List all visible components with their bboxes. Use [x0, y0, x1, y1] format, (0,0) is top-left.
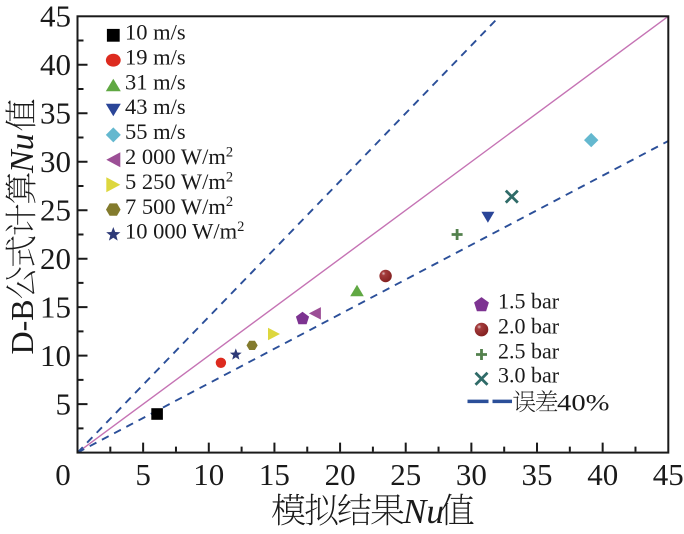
svg-text:2.5 bar: 2.5 bar [498, 338, 560, 363]
svg-text:45: 45 [653, 457, 684, 492]
svg-text:2 000 W/m2: 2 000 W/m2 [125, 144, 233, 169]
svg-text:10: 10 [40, 338, 71, 373]
svg-text:20: 20 [325, 457, 356, 492]
svg-text:40: 40 [40, 47, 71, 82]
svg-text:19 m/s: 19 m/s [125, 44, 186, 69]
svg-text:5 250 W/m2: 5 250 W/m2 [125, 169, 233, 194]
svg-text:25: 25 [40, 193, 71, 228]
svg-text:Nu: Nu [4, 133, 41, 174]
svg-text:5: 5 [56, 386, 72, 421]
svg-text:35: 35 [40, 96, 71, 131]
svg-text:10 m/s: 10 m/s [125, 20, 186, 45]
svg-text:35: 35 [522, 457, 553, 492]
svg-text:15: 15 [40, 290, 71, 325]
svg-text:D-B: D-B [4, 299, 40, 354]
svg-text:40: 40 [587, 457, 618, 492]
svg-text:7 500 W/m2: 7 500 W/m2 [125, 194, 233, 219]
svg-text:55 m/s: 55 m/s [125, 119, 186, 144]
svg-text:3.0 bar: 3.0 bar [498, 363, 560, 388]
svg-text:1.5 bar: 1.5 bar [498, 289, 560, 314]
svg-text:31 m/s: 31 m/s [125, 69, 186, 94]
svg-text:2.0 bar: 2.0 bar [498, 313, 560, 338]
svg-text:43 m/s: 43 m/s [125, 94, 186, 119]
svg-text:25: 25 [390, 457, 421, 492]
svg-text:5: 5 [135, 457, 151, 492]
svg-text:20: 20 [40, 241, 71, 276]
svg-text:30: 30 [40, 144, 71, 179]
svg-text:30: 30 [456, 457, 487, 492]
svg-text:Nu: Nu [402, 492, 444, 531]
svg-text:10: 10 [193, 457, 224, 492]
svg-text:10 000 W/m2: 10 000 W/m2 [125, 219, 244, 244]
svg-text:0: 0 [55, 457, 71, 492]
svg-text:15: 15 [259, 457, 290, 492]
svg-text:45: 45 [40, 0, 71, 34]
svg-text:40%: 40% [557, 390, 610, 416]
